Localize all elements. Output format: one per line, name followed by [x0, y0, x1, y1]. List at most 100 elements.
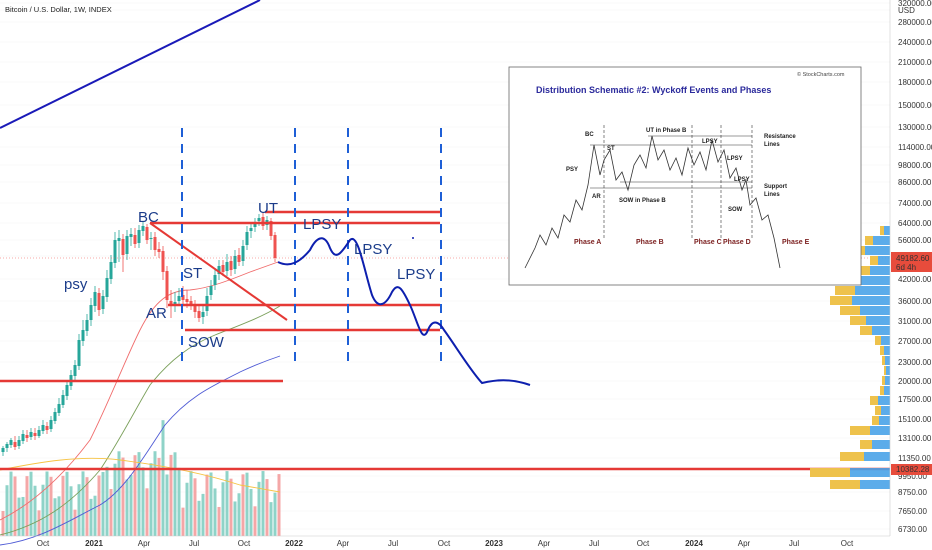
candle-body: [29, 432, 33, 437]
inset-label-lpsy-1: LPSY: [702, 139, 718, 145]
volume-profile-bar-up: [835, 286, 855, 295]
price-tick-label: 180000.00: [898, 78, 932, 87]
volume-bar: [173, 452, 177, 536]
candle-body: [37, 430, 41, 436]
price-badge-value: 49182.60: [896, 254, 930, 263]
volume-profile-bar: [850, 316, 890, 325]
volume-bar: [125, 479, 129, 536]
wyckoff-inset: © StockCharts.com Distribution Schematic…: [508, 66, 862, 286]
volume-profile-bar: [875, 406, 890, 415]
candle-body: [25, 435, 29, 438]
volume-bar: [77, 484, 81, 536]
volume-profile-bar-up: [850, 426, 870, 435]
bc-diagonal-line: [149, 222, 288, 321]
inset-label-st: ST: [607, 146, 615, 152]
volume-profile-bar-up: [870, 256, 878, 265]
volume-bar: [109, 488, 113, 536]
candle-body: [229, 261, 233, 270]
volume-ma-line: [0, 457, 281, 493]
candle-body: [249, 228, 253, 231]
inset-phase-a: Phase A: [574, 239, 601, 246]
time-tick-label: Oct: [841, 539, 854, 548]
candle-body: [49, 420, 53, 429]
inset-frame: [508, 66, 862, 286]
candle-body: [133, 235, 137, 244]
price-badge-countdown: 6d 4h: [896, 263, 916, 272]
volume-profile-bar-up: [880, 226, 884, 235]
candle-body: [73, 365, 77, 376]
volume-bar: [253, 506, 257, 536]
volume-bar: [21, 496, 25, 536]
candle-body: [141, 226, 145, 231]
inset-label-lpsy-3: LPSY: [734, 177, 750, 183]
price-tick-label: 31000.00: [898, 317, 932, 326]
volume-bar: [149, 463, 153, 536]
time-tick-label: Jul: [189, 539, 199, 548]
candle-body: [101, 296, 105, 309]
inset-label-support: Support: [764, 184, 787, 190]
price-tick-label: 64000.00: [898, 219, 932, 228]
candle-body: [9, 440, 13, 445]
volume-bar: [65, 471, 69, 536]
price-tick-label: 17500.00: [898, 395, 932, 404]
annotation-sow: SOW: [188, 334, 225, 351]
price-tick-label: 86000.00: [898, 178, 932, 187]
price-tick-label: 23000.00: [898, 358, 932, 367]
candle-body: [65, 385, 69, 396]
volume-bar: [265, 479, 269, 536]
projected-wave: [277, 237, 531, 386]
price-badge-bg: [891, 252, 932, 272]
inset-label-ut: UT in Phase B: [646, 128, 687, 134]
volume-bar: [117, 451, 121, 536]
volume-bar: [25, 476, 29, 536]
inset-label-sow-b: SOW in Phase B: [619, 198, 666, 204]
volume-profile-bar-up: [810, 468, 850, 477]
volume-profile-bar: [865, 236, 890, 245]
volume-bar: [9, 471, 13, 536]
volume-profile-bar-up: [840, 452, 864, 461]
candle-body: [193, 305, 197, 312]
price-tick-label: 8750.00: [898, 488, 927, 497]
candle-body: [17, 440, 21, 446]
candle-body: [41, 425, 45, 431]
volume-profile-bar-up: [840, 306, 860, 315]
price-tick-label: 280000.00: [898, 18, 932, 27]
volume-bar: [145, 488, 149, 536]
volume-profile-bar-up: [860, 440, 872, 449]
volume-bar: [157, 457, 161, 536]
inset-price-path: [524, 135, 781, 269]
annotation-lpsy-3: LPSY: [397, 266, 435, 283]
volume-bar: [45, 471, 49, 536]
candle-body: [117, 238, 121, 241]
volume-bar: [57, 496, 61, 536]
volume-profile-bar-up: [880, 346, 884, 355]
inset-title: Distribution Schematic #2: Wyckoff Event…: [536, 85, 771, 95]
volume-profile-bar: [845, 276, 890, 285]
candle-body: [121, 239, 125, 255]
inset-label-psy: PSY: [566, 167, 578, 173]
volume-bar: [13, 476, 17, 536]
volume-bar: [85, 477, 89, 536]
volume-bars: [1, 420, 281, 536]
price-tick-label: 210000.00: [898, 58, 932, 67]
volume-bar: [261, 471, 265, 536]
inset-label-ar: AR: [592, 194, 601, 200]
volume-bar: [193, 478, 197, 536]
volume-bar: [241, 474, 245, 536]
support-badge-value: 10382.28: [896, 465, 930, 474]
time-tick-label: Oct: [438, 539, 451, 548]
candle-body: [161, 251, 165, 272]
volume-bar: [93, 495, 97, 536]
volume-bar: [165, 474, 169, 536]
inset-label-bc: BC: [585, 132, 594, 138]
inset-phases: Phase A Phase B Phase C Phase D Phase E: [574, 239, 810, 246]
candle-body: [205, 296, 209, 311]
volume-bar: [5, 485, 9, 536]
volume-bar: [161, 420, 165, 536]
candle-body: [169, 301, 173, 306]
price-tick-label: 42000.00: [898, 275, 932, 284]
price-tick-label: 98000.00: [898, 161, 932, 170]
candle-body: [149, 238, 153, 239]
volume-profile-bar-up: [882, 356, 885, 365]
volume-bar: [121, 457, 125, 536]
